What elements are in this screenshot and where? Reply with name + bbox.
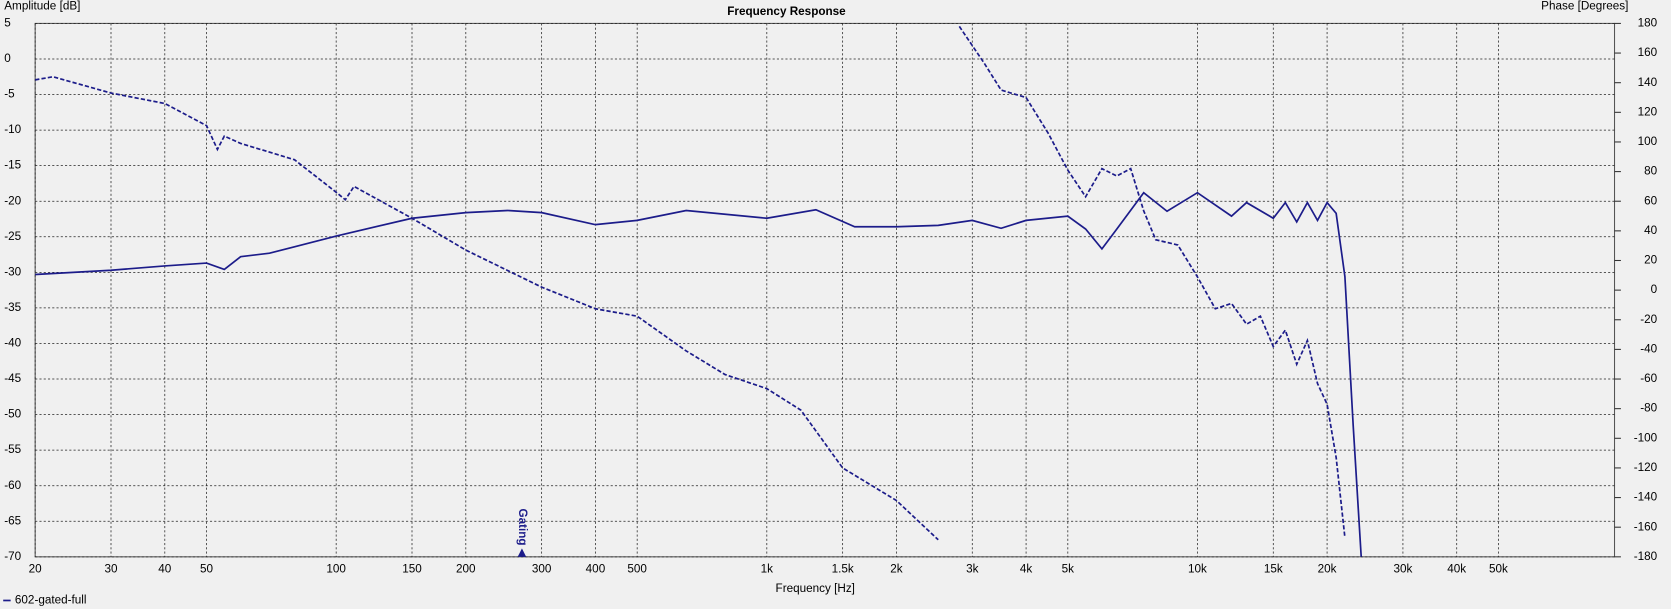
series-line <box>35 191 1363 557</box>
y2-tick-label: 100 <box>1638 135 1658 148</box>
x-tick-label: 300 <box>532 563 552 576</box>
y2-tick-label: -60 <box>1640 372 1657 385</box>
x-tick-label: 15k <box>1264 563 1283 576</box>
x-tick-label: 3k <box>966 563 979 576</box>
y2-tick-label: -20 <box>1640 313 1657 326</box>
x-tick-label: 20 <box>29 563 43 576</box>
gating-marker <box>517 548 527 557</box>
x-tick-label: 200 <box>456 563 476 576</box>
x-tick-label: 20k <box>1318 563 1337 576</box>
y2-tick-label: 0 <box>1651 283 1658 296</box>
y2-tick-label: -40 <box>1640 342 1657 355</box>
y2-tick-label: 20 <box>1644 254 1658 267</box>
y-tick-label: -20 <box>4 194 21 207</box>
y-tick-label: -55 <box>4 443 21 456</box>
y2-tick-label: 60 <box>1644 194 1658 207</box>
y2-tick-label: 160 <box>1638 46 1658 59</box>
x-tick-label: 40k <box>1447 563 1466 576</box>
y2-tick-label: -140 <box>1634 491 1658 504</box>
y2-tick-label: -160 <box>1634 520 1658 533</box>
x-tick-label: 30 <box>104 563 118 576</box>
x-tick-label: 40 <box>158 563 172 576</box>
y2-axis-label: Phase [Degrees] <box>1541 0 1628 12</box>
y-tick-label: -5 <box>4 88 15 101</box>
x-tick-label: 1.5k <box>832 563 854 576</box>
legend-label: 602-gated-full <box>15 594 87 607</box>
y-tick-label: -70 <box>4 550 21 563</box>
y-tick-label: 0 <box>4 52 11 65</box>
x-tick-label: 100 <box>326 563 346 576</box>
y2-tick-label: 140 <box>1638 76 1658 89</box>
x-tick-label: 500 <box>627 563 647 576</box>
series-line <box>35 25 1346 541</box>
y2-tick-label: 120 <box>1638 105 1658 118</box>
y-tick-label: -25 <box>4 230 21 243</box>
y2-tick-label: -80 <box>1640 402 1657 415</box>
x-tick-label: 50 <box>200 563 214 576</box>
y-tick-label: -30 <box>4 265 21 278</box>
x-tick-label: 1k <box>761 563 774 576</box>
x-tick-label: 30k <box>1393 563 1412 576</box>
chart-title: Frequency Response <box>727 5 846 18</box>
annotation: Gating <box>516 508 529 545</box>
y2-tick-label: 180 <box>1638 17 1658 30</box>
x-tick-label: 10k <box>1188 563 1207 576</box>
x-tick-label: 400 <box>586 563 606 576</box>
y-tick-label: -15 <box>4 159 21 172</box>
x-tick-label: 4k <box>1020 563 1033 576</box>
y-tick-label: -40 <box>4 337 21 350</box>
x-tick-label: 5k <box>1062 563 1075 576</box>
y2-tick-label: 80 <box>1644 165 1658 178</box>
y-tick-label: -60 <box>4 479 21 492</box>
y2-tick-label: -120 <box>1634 461 1658 474</box>
y-tick-label: 5 <box>4 17 11 30</box>
y-tick-label: -10 <box>4 123 21 136</box>
x-tick-label: 150 <box>402 563 422 576</box>
plot-area <box>34 22 1616 558</box>
y-tick-label: -65 <box>4 514 21 527</box>
y-axis-label: Amplitude [dB] <box>4 0 80 12</box>
y2-tick-label: -180 <box>1634 550 1658 563</box>
x-tick-label: 50k <box>1489 563 1508 576</box>
x-tick-label: 2k <box>890 563 903 576</box>
y2-tick-label: -100 <box>1634 431 1658 444</box>
y-tick-label: -35 <box>4 301 21 314</box>
y-tick-label: -50 <box>4 408 21 421</box>
y2-tick-label: 40 <box>1644 224 1658 237</box>
y-tick-label: -45 <box>4 372 21 385</box>
x-axis-label: Frequency [Hz] <box>776 582 855 595</box>
